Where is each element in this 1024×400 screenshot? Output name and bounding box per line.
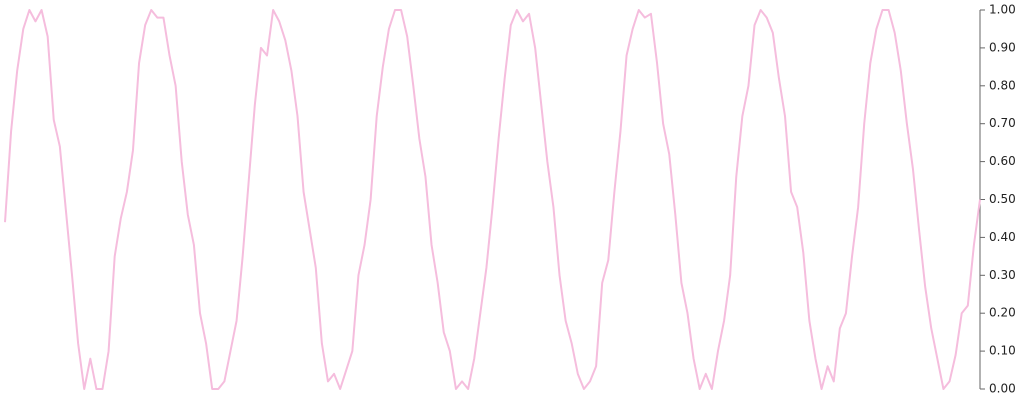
y-tick-label: 0.10 [989,344,1016,358]
y-tick-label: 0.90 [989,40,1016,54]
y-tick-label: 0.60 [989,154,1016,168]
y-tick-label: 0.80 [989,78,1016,92]
y-tick-label: 0.20 [989,306,1016,320]
y-tick-label: 0.40 [989,230,1016,244]
y-tick-label: 0.00 [989,382,1016,396]
data-line [4,9,981,390]
y-tick-label: 1.00 [989,3,1016,17]
y-tick-label: 0.50 [989,192,1016,206]
y-tick-label: 0.30 [989,268,1016,282]
y-tick-label: 0.70 [989,116,1016,130]
